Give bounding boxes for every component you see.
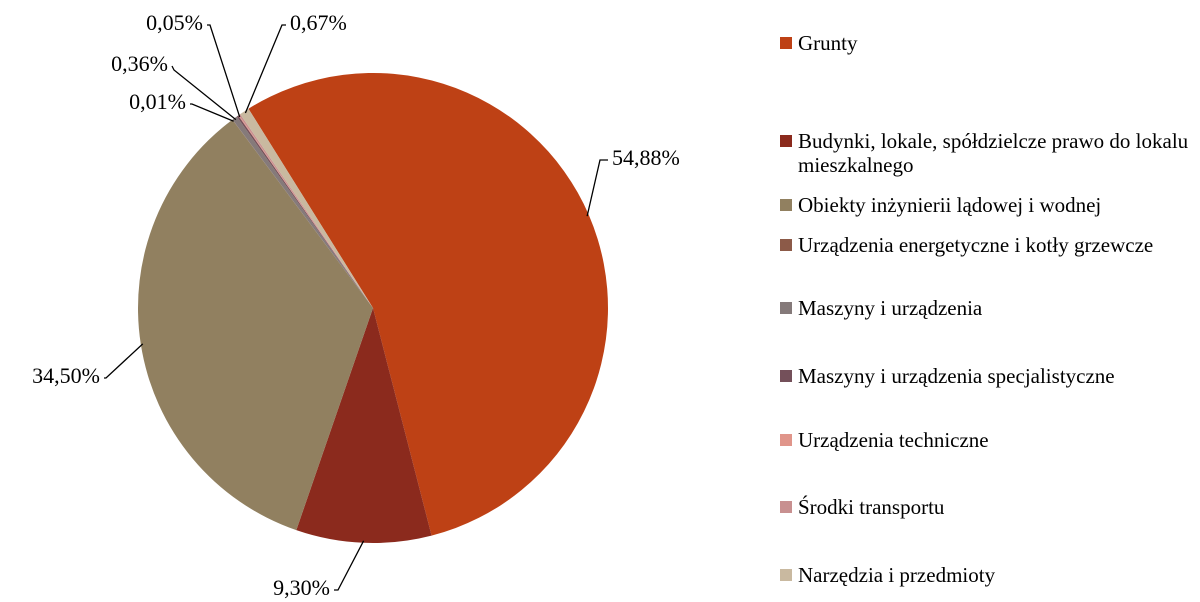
pie-slice [138, 119, 373, 531]
pie-slice [232, 116, 373, 309]
pie-slice [296, 308, 432, 543]
legend-item: Grunty [780, 31, 1190, 55]
leader-line [586, 159, 608, 217]
legend-item: Urządzenia techniczne [780, 428, 1190, 452]
legend-swatch [780, 569, 792, 581]
data-label: 0,01% [129, 89, 186, 114]
legend-swatch [780, 239, 792, 251]
leader-line [190, 103, 234, 122]
legend-label: Obiekty inżynierii lądowej i wodnej [798, 193, 1102, 217]
pie-slice [232, 119, 373, 308]
pie-slice [236, 115, 373, 309]
legend-swatch [780, 501, 792, 513]
data-label: 9,30% [273, 575, 330, 600]
pie-slice [240, 108, 373, 308]
legend-label: Maszyny i urządzenia specjalistyczne [798, 364, 1115, 388]
legend-swatch [780, 302, 792, 314]
legend-swatch [780, 37, 792, 49]
legend-swatch [780, 434, 792, 446]
legend-swatch [780, 199, 792, 211]
leader-line [104, 343, 144, 379]
legend-label: Maszyny i urządzenia [798, 296, 983, 320]
legend-item: Maszyny i urządzenia [780, 296, 1190, 320]
leader-line [334, 540, 365, 591]
legend-item: Budynki, lokale, spółdzielcze prawo do l… [780, 129, 1190, 177]
data-label: 0,36% [111, 51, 168, 76]
data-label: 34,50% [32, 363, 100, 388]
legend-item: Maszyny i urządzenia specjalistyczne [780, 364, 1190, 388]
legend-swatch [780, 370, 792, 382]
legend-label: Środki transportu [798, 495, 945, 519]
pie-slice [248, 72, 609, 536]
pie-slice [238, 114, 373, 309]
data-label: 0,05% [146, 10, 203, 35]
legend-item: Środki transportu [780, 495, 1190, 519]
chart: 54,88% 9,30% 34,50% 0,01% 0,36% 0,05% 0,67% [32, 10, 680, 600]
leader-line [207, 24, 241, 118]
legend-item: Obiekty inżynierii lądowej i wodnej [780, 193, 1190, 217]
leader-line [244, 24, 286, 114]
legend-label: Urządzenia techniczne [798, 428, 989, 452]
legend-item: Narzędzia i przedmioty [780, 563, 1190, 587]
legend-label: Grunty [798, 31, 858, 55]
legend-label: Budynki, lokale, spółdzielcze prawo do l… [798, 129, 1189, 177]
legend-swatch [780, 135, 792, 147]
pie-slice [238, 115, 373, 308]
legend-item: Urządzenia energetyczne i kotły grzewcze [780, 233, 1190, 257]
legend-label: Narzędzia i przedmioty [798, 563, 996, 587]
data-label: 0,67% [290, 10, 347, 35]
legend-label: Urządzenia energetyczne i kotły grzewcze [798, 233, 1154, 257]
data-label: 54,88% [612, 145, 680, 170]
leader-line [171, 65, 237, 121]
